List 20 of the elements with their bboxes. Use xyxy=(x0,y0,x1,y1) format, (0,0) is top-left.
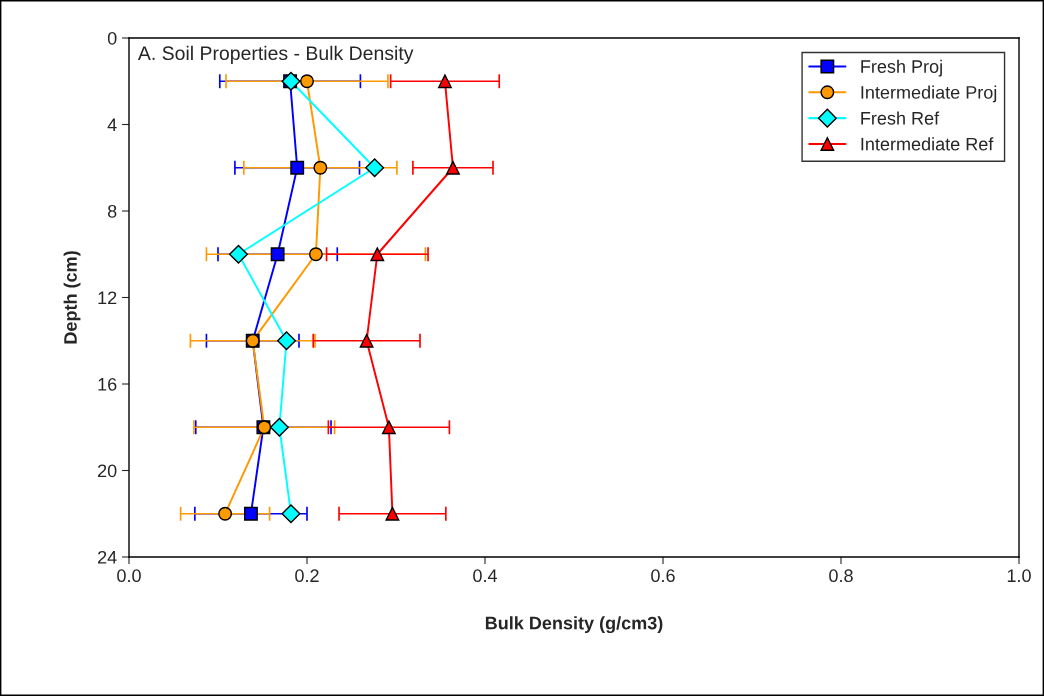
x-axis-title: Bulk Density (g/cm3) xyxy=(485,616,663,634)
x-tick-label: 0.8 xyxy=(829,569,853,583)
y-tick-label: 0 xyxy=(107,31,117,45)
x-tick-label: 0.6 xyxy=(651,569,675,583)
y-tick-label: 8 xyxy=(107,204,117,218)
chart-title: A. Soil Properties - Bulk Density xyxy=(137,45,414,64)
y-tick-label: 16 xyxy=(98,377,117,391)
x-tick-label: 0.0 xyxy=(117,569,141,583)
y-tick-label: 20 xyxy=(98,464,117,478)
legend-label: Fresh Ref xyxy=(861,111,940,125)
y-axis-title: Depth (cm) xyxy=(63,251,81,344)
x-tick-label: 0.4 xyxy=(473,569,498,583)
legend-label: Intermediate Ref xyxy=(861,137,994,151)
y-tick-label: 24 xyxy=(98,550,117,564)
y-tick-label: 12 xyxy=(98,291,117,305)
x-tick-label: 1.0 xyxy=(1007,569,1031,583)
y-tick-label: 4 xyxy=(107,118,117,132)
legend-label: Fresh Proj xyxy=(861,59,942,77)
legend-label: Intermediate Proj xyxy=(861,85,997,103)
x-tick-label: 0.2 xyxy=(295,569,319,583)
